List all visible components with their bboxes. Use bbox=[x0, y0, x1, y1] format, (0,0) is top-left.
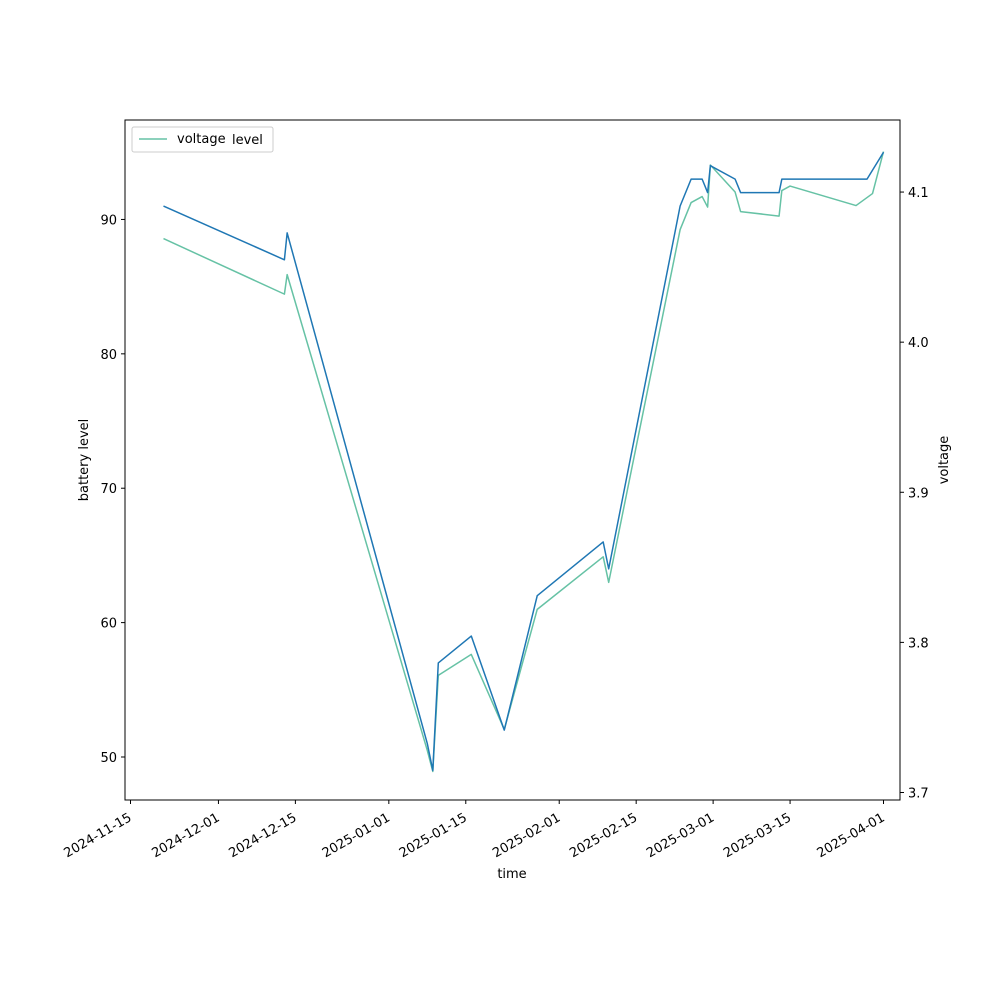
y-tick-label: 50 bbox=[100, 751, 117, 766]
y2-tick-label: 4.0 bbox=[908, 336, 929, 351]
y-tick-label: 70 bbox=[100, 482, 117, 497]
y-tick-label: 80 bbox=[100, 348, 117, 363]
y-ticks-left: 50 60 70 80 90 bbox=[100, 213, 125, 766]
y-axis-label-right: voltage bbox=[937, 436, 952, 485]
legend-label-level: level bbox=[232, 133, 263, 148]
y2-tick-label: 3.7 bbox=[908, 786, 929, 801]
y-tick-label: 60 bbox=[100, 617, 117, 632]
legend-box bbox=[131, 126, 274, 153]
y2-tick-label: 3.9 bbox=[908, 486, 929, 501]
y2-tick-label: 3.8 bbox=[908, 636, 929, 651]
legend: voltage level bbox=[131, 126, 274, 153]
x-axis-label: time bbox=[497, 867, 526, 882]
y-axis-label-left: battery level bbox=[77, 419, 92, 502]
y-ticks-right: 3.7 3.8 3.9 4.0 4.1 bbox=[900, 186, 929, 801]
legend-label-voltage: voltage bbox=[177, 132, 226, 147]
plot-frame bbox=[124, 119, 901, 801]
y-tick-label: 90 bbox=[100, 213, 117, 228]
y2-tick-label: 4.1 bbox=[908, 186, 929, 201]
series-line-level bbox=[163, 151, 885, 772]
series-layer bbox=[163, 151, 885, 773]
